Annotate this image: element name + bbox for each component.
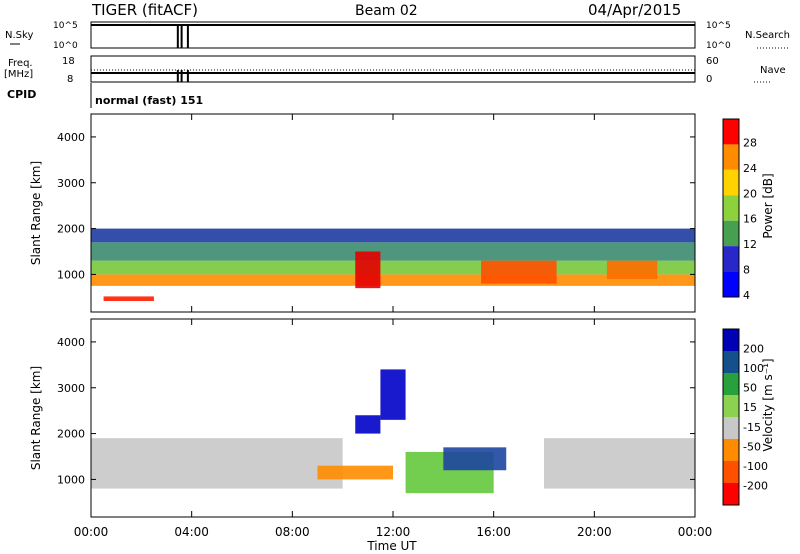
freq-unit-label: [MHz] [4,69,33,80]
scatter-band [606,260,658,279]
colorbar-swatch [723,169,739,196]
colorbar-swatch [723,246,739,272]
nsearch-tick-top: 10^5 [706,21,731,31]
colorbar-tick-label: -200 [743,479,768,492]
date-label: 04/Apr/2015 [588,1,681,19]
y-tick-label: 2000 [57,223,85,236]
colorbar-tick-label: -100 [743,460,768,473]
power-panel: 4000 3000 2000 1000 Slant Range [km] 28 24 20 16… [29,113,775,313]
cpid-label: CPID [7,88,36,101]
x-tick-label: 08:00 [275,525,310,539]
nsearch-label: N.Search [745,30,790,41]
freq-label: Freq. [8,58,33,69]
y-tick-label: 4000 [57,131,85,144]
scatter-band [544,438,695,489]
colorbar-tick-label: 15 [743,401,757,414]
velocity-panel: 4000 3000 2000 1000 Slant Range [km] 200 100 50… [29,318,775,518]
scatter-band [91,260,695,275]
colorbar-swatch [723,195,739,221]
colorbar-swatch [723,483,739,505]
nave-label: Nave [760,65,786,76]
freq-trace [91,69,695,82]
scatter-band [355,415,381,434]
colorbar-swatch [723,417,739,439]
colorbar-swatch [723,373,739,395]
y-axis-label: Slant Range [km] [29,161,43,265]
colorbar-tick-label: 100 [743,362,764,375]
scatter-band [380,369,406,420]
colorbar-frame [722,328,740,506]
x-tick-label: 20:00 [577,525,612,539]
scatter-band [91,228,695,243]
colorbar-tick-label: -15 [743,421,761,434]
nave-tick-bottom: 0 [706,74,712,85]
scatter-band [443,447,507,471]
scatter-band [103,296,154,301]
y-tick-label: 1000 [57,268,85,281]
colorbar-tick-label: 4 [743,289,750,302]
colorbar-label: Power [dB] [761,173,775,238]
nsky-tick-bottom: 10^0 [53,41,78,51]
time-axis: 00:00 04:00 08:00 12:00 16:00 20:00 00:00 [74,114,713,539]
y-tick-label: 4000 [57,336,85,349]
colorbar-swatch [723,439,739,461]
colorbar-swatch [723,395,739,417]
x-tick-label: 16:00 [476,525,511,539]
colorbar-tick-label: -50 [743,440,761,453]
x-tick-label: 12:00 [376,525,411,539]
x-tick-label: 04:00 [174,525,209,539]
y-tick-label: 3000 [57,177,85,190]
cpid-value: normal (fast) 151 [95,94,203,107]
x-tick-label: 00:00 [678,525,713,539]
scatter-band [91,438,343,489]
freq-tick-top: 18 [62,56,75,67]
radar-title: TIGER (fitACF) [91,1,198,19]
y-tick-label: 3000 [57,382,85,395]
colorbar-tick-label: 8 [743,264,750,277]
nsearch-tick-bottom: 10^0 [706,41,731,51]
sky-noise-trace [91,24,695,48]
y-axis-label: Slant Range [km] [29,366,43,470]
time-axis-label: Time UT [366,539,417,553]
colorbar-swatch [723,329,739,351]
freq-nave-panel [90,55,696,83]
colorbar-tick-label: 24 [743,162,757,175]
colorbar-tick-label: 200 [743,343,764,356]
colorbar-swatch [723,461,739,483]
sky-search-panel [90,21,696,49]
colorbar-tick-label: 28 [743,136,757,149]
nsky-tick-top: 10^5 [53,21,78,31]
colorbar-swatch [723,144,739,170]
colorbar-tick-label: 12 [743,238,757,251]
colorbar-swatch [723,119,739,145]
freq-tick-bottom: 8 [67,74,73,85]
scatter-band [91,274,695,286]
scatter-band [317,465,393,480]
beam-label: Beam 02 [355,3,418,19]
colorbar-swatch [723,351,739,373]
x-tick-label: 00:00 [74,525,109,539]
nave-tick-top: 60 [706,56,719,67]
scatter-band [481,260,557,284]
y-tick-label: 2000 [57,428,85,441]
nsky-label: N.Sky [5,30,33,41]
colorbar-tick-label: 16 [743,213,757,226]
colorbar-tick-label: 50 [743,382,757,395]
y-tick-label: 1000 [57,473,85,486]
scatter-band [91,242,695,261]
colorbar-tick-label: 20 [743,187,757,200]
colorbar-frame [722,118,740,298]
colorbar-label: Velocity [m s⁻¹] [761,358,775,451]
colorbar-swatch [723,271,739,297]
colorbar-swatch [723,220,739,247]
scatter-band [355,251,381,289]
